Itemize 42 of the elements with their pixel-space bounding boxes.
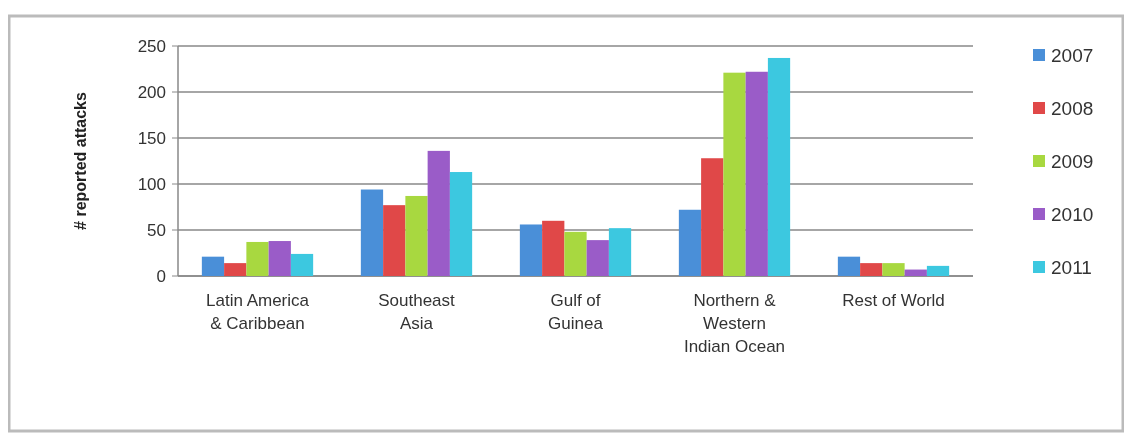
bar (745, 71, 768, 276)
y-tick-label: 100 (137, 174, 166, 194)
legend-label: 2008 (1051, 97, 1094, 119)
bar (837, 256, 861, 276)
bar (519, 224, 543, 276)
bar (723, 72, 746, 276)
y-tick-label: 250 (137, 36, 166, 56)
bar (290, 253, 314, 276)
y-tick-label: 50 (147, 220, 166, 240)
bar (608, 228, 632, 276)
bar (564, 231, 587, 276)
y-axis-title: # reported attacks (72, 91, 89, 230)
bar (383, 205, 406, 276)
legend-label: 2007 (1051, 44, 1094, 66)
x-tick-label: Northern & Western Indian Ocean (683, 291, 786, 356)
bar (586, 240, 609, 276)
bar (767, 57, 791, 276)
bar (360, 189, 384, 276)
x-tick-label: Southeast Asia (378, 291, 456, 333)
x-tick-label: Rest of World (842, 291, 945, 310)
bar (201, 256, 225, 276)
y-tick-label: 0 (156, 266, 166, 286)
bar (449, 172, 473, 276)
y-tick-label: 150 (137, 128, 166, 148)
bar (860, 263, 883, 276)
bar (405, 195, 428, 276)
bar (926, 265, 950, 276)
bar (678, 209, 702, 276)
y-tick-label: 200 (137, 82, 166, 102)
bar (224, 263, 247, 276)
legend-label: 2009 (1051, 150, 1094, 172)
legend-label: 2010 (1051, 203, 1094, 225)
bar (427, 150, 450, 276)
bar (246, 241, 269, 276)
bar (542, 220, 565, 276)
bar (882, 263, 905, 276)
bar (701, 158, 724, 276)
bar (904, 269, 927, 276)
bar (268, 241, 291, 276)
x-tick-label: Latin America & Caribbean (206, 291, 310, 333)
x-tick-label: Gulf of Guinea (548, 291, 604, 333)
legend-label: 2011 (1051, 256, 1092, 278)
